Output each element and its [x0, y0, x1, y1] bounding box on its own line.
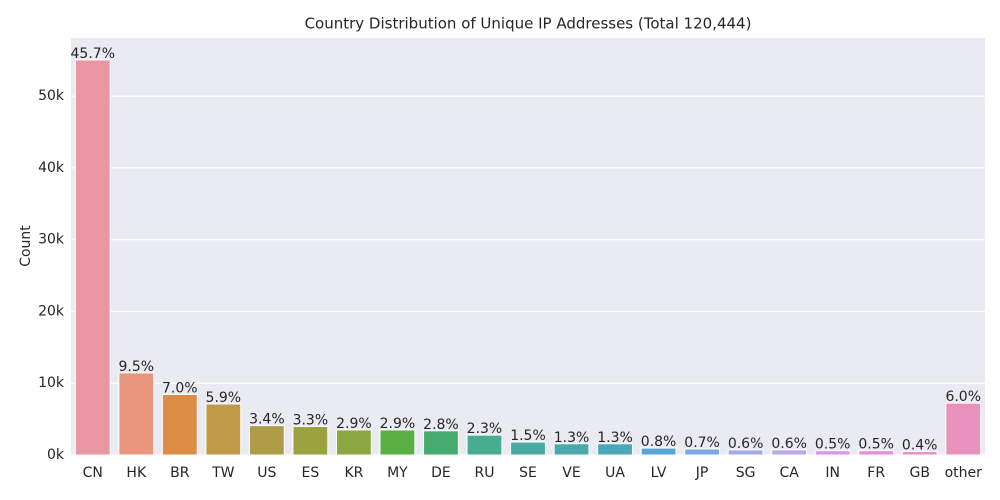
x-tick-label: SG — [736, 465, 756, 481]
value-label: 9.5% — [118, 359, 154, 375]
bar — [248, 425, 285, 456]
x-tick-label: HK — [126, 465, 147, 481]
x-tick-label: JP — [695, 465, 709, 481]
x-tick-label: IN — [825, 465, 840, 481]
y-axis-label: Count — [18, 225, 34, 267]
x-tick-label: TW — [211, 465, 235, 481]
y-tick-label: 50k — [38, 88, 65, 104]
bar — [205, 403, 242, 456]
x-tick-label: ES — [302, 465, 320, 481]
chart-title: Country Distribution of Unique IP Addres… — [305, 15, 752, 33]
value-label: 3.4% — [249, 412, 285, 428]
y-tick-label: 30k — [38, 232, 65, 248]
bar — [118, 372, 155, 456]
bar — [74, 59, 111, 456]
value-label: 0.5% — [815, 437, 851, 453]
x-tick-label: RU — [474, 465, 494, 481]
bar — [727, 449, 764, 456]
value-label: 5.9% — [206, 390, 242, 406]
x-tick-label: FR — [867, 465, 885, 481]
value-label: 0.6% — [728, 436, 764, 452]
value-label: 2.9% — [336, 416, 372, 432]
value-label: 6.0% — [945, 389, 981, 405]
x-tick-label: MY — [387, 465, 408, 481]
bar — [597, 443, 633, 456]
value-label: 1.3% — [597, 430, 633, 446]
x-tick-label: BR — [170, 465, 190, 481]
x-tick-label: SE — [519, 465, 537, 481]
value-label: 45.7% — [71, 46, 115, 62]
bar — [640, 447, 677, 456]
value-label: 0.7% — [684, 435, 720, 451]
value-label: 2.9% — [380, 416, 416, 432]
y-tick-label: 0k — [47, 447, 65, 463]
value-label: 3.3% — [293, 412, 329, 428]
bar — [161, 393, 198, 456]
y-tick-label: 40k — [38, 160, 65, 176]
bar — [684, 448, 721, 456]
y-tick-label: 10k — [38, 375, 65, 391]
bar — [466, 434, 503, 456]
bar — [510, 441, 546, 456]
bar — [423, 430, 459, 456]
value-label: 0.8% — [641, 434, 677, 450]
bar — [901, 451, 938, 456]
value-label: 0.4% — [902, 438, 938, 454]
value-label: 1.3% — [554, 430, 590, 446]
x-tick-label: UA — [605, 465, 625, 481]
x-tick-label: LV — [651, 465, 667, 481]
x-tick-label: CN — [83, 465, 103, 481]
x-tick-label: KR — [344, 465, 363, 481]
value-label: 0.6% — [771, 436, 807, 452]
x-tick-label: other — [945, 465, 983, 481]
y-tick-label: 20k — [38, 303, 65, 319]
bar — [379, 429, 416, 456]
bar — [553, 443, 590, 456]
value-label: 2.8% — [423, 417, 459, 433]
bar — [814, 450, 851, 456]
x-tick-label: VE — [562, 465, 580, 481]
x-tick-label: DE — [431, 465, 451, 481]
x-tick-label: US — [257, 465, 276, 481]
x-tick-label: GB — [909, 465, 929, 481]
bar — [945, 402, 982, 456]
bar — [292, 425, 329, 456]
x-tick-label: CA — [779, 465, 799, 481]
plot-area — [71, 38, 985, 455]
value-label: 0.5% — [858, 437, 894, 453]
bar — [335, 429, 372, 456]
bar — [858, 450, 895, 456]
bar — [771, 449, 808, 456]
value-label: 7.0% — [162, 380, 198, 396]
value-label: 1.5% — [510, 428, 546, 444]
value-label: 2.3% — [467, 421, 503, 437]
